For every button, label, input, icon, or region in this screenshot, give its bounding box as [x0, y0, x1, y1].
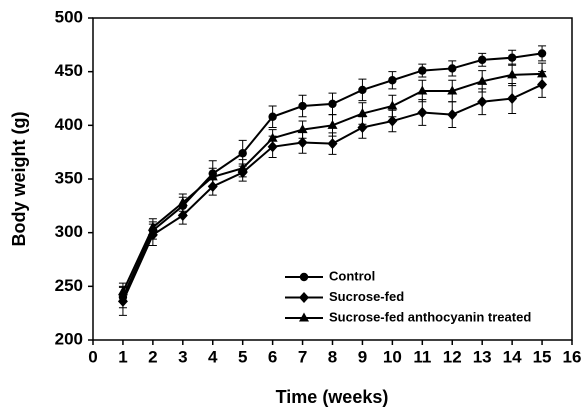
marker: [299, 312, 309, 322]
marker: [507, 93, 518, 104]
marker: [507, 69, 518, 79]
marker: [477, 75, 488, 85]
marker: [477, 96, 488, 108]
x-tick-label: 3: [178, 347, 187, 366]
marker: [537, 68, 548, 78]
marker: [147, 221, 158, 231]
marker: [388, 76, 397, 85]
marker: [387, 100, 398, 110]
marker: [297, 124, 308, 134]
x-tick-label: 1: [118, 347, 127, 366]
marker: [299, 272, 309, 282]
x-tick-label: 9: [358, 347, 367, 366]
marker: [387, 115, 398, 127]
y-tick-label: 250: [55, 276, 83, 295]
marker: [327, 119, 338, 129]
marker: [358, 85, 367, 95]
marker: [298, 101, 307, 111]
marker: [448, 64, 457, 73]
marker: [177, 197, 188, 207]
marker: [117, 295, 128, 307]
y-axis-title: Body weight (g): [9, 112, 29, 247]
y-tick-label: 500: [55, 7, 83, 26]
marker: [207, 171, 218, 181]
x-axis-title: Time (weeks): [276, 387, 389, 407]
marker: [537, 49, 547, 58]
legend-label: Control: [329, 268, 375, 283]
x-tick-label: 15: [533, 347, 552, 366]
x-tick-label: 11: [413, 347, 431, 366]
marker: [328, 99, 337, 109]
marker: [117, 286, 128, 296]
marker: [297, 137, 308, 149]
marker: [447, 85, 458, 95]
marker: [207, 181, 218, 193]
x-tick-label: 4: [208, 347, 218, 366]
marker: [417, 85, 428, 95]
x-tick-label: 10: [383, 347, 402, 366]
x-tick-label: 0: [88, 347, 97, 366]
x-tick-label: 6: [268, 347, 277, 366]
x-tick-label: 2: [148, 347, 157, 366]
x-tick-label: 12: [443, 347, 462, 366]
x-tick-label: 14: [503, 347, 522, 366]
y-tick-label: 300: [55, 222, 83, 241]
y-tick-label: 350: [55, 168, 83, 187]
x-tick-label: 16: [563, 347, 582, 366]
marker: [327, 138, 338, 150]
x-tick-label: 7: [298, 347, 307, 366]
marker: [418, 66, 427, 75]
marker: [447, 109, 458, 121]
x-tick-label: 5: [238, 347, 247, 366]
x-tick-label: 13: [473, 347, 492, 366]
y-tick-label: 450: [55, 61, 83, 80]
y-tick-label: 200: [55, 329, 83, 348]
x-tick-label: 8: [328, 347, 337, 366]
marker: [237, 162, 248, 172]
marker: [268, 112, 277, 121]
y-tick-label: 400: [55, 115, 83, 134]
marker: [417, 106, 428, 118]
marker: [238, 149, 247, 158]
legend-label: Sucrose-fed: [329, 289, 404, 304]
marker: [299, 292, 309, 303]
marker: [357, 108, 368, 118]
marker: [267, 132, 278, 142]
marker: [477, 55, 487, 65]
marker: [507, 53, 517, 62]
marker: [177, 209, 188, 221]
legend-label: Sucrose-fed anthocyanin treated: [329, 309, 531, 324]
series-line: [122, 52, 543, 298]
